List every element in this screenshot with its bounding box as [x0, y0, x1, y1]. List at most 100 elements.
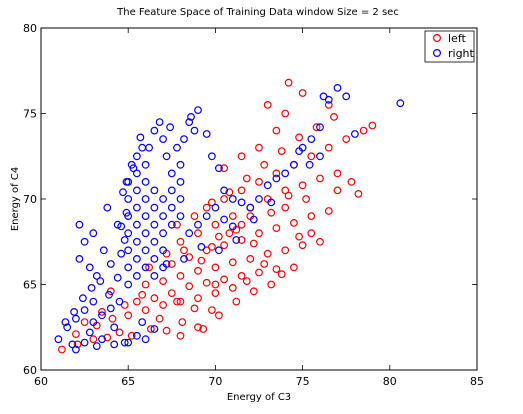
- point-right: [70, 308, 78, 316]
- point-left: [255, 229, 263, 238]
- point-left: [103, 333, 112, 342]
- point-left: [199, 325, 208, 333]
- point-right: [316, 152, 324, 161]
- point-right: [281, 169, 290, 178]
- point-left: [159, 301, 168, 309]
- point-left: [307, 212, 316, 221]
- point-right: [132, 331, 141, 340]
- point-left: [173, 297, 181, 306]
- point-left: [214, 311, 223, 320]
- point-left: [211, 220, 220, 229]
- point-right: [71, 345, 80, 354]
- point-left: [307, 152, 316, 161]
- point-right: [214, 164, 223, 173]
- point-left: [298, 241, 307, 250]
- point-right: [150, 203, 159, 212]
- x-tick-label: 65: [121, 375, 135, 388]
- point-right: [113, 273, 122, 282]
- point-left: [302, 195, 311, 203]
- chart-title: The Feature Space of Training Data windo…: [116, 7, 399, 18]
- point-right: [119, 188, 127, 197]
- point-right: [89, 297, 98, 306]
- point-left: [284, 191, 293, 200]
- point-left: [237, 236, 246, 244]
- point-left: [150, 294, 159, 303]
- point-left: [260, 160, 269, 169]
- point-left: [211, 280, 220, 289]
- point-right: [75, 254, 84, 263]
- point-right: [124, 229, 133, 238]
- point-right: [110, 323, 119, 332]
- point-right: [117, 222, 126, 231]
- y-tick-label: 60: [23, 364, 37, 377]
- point-left: [324, 143, 333, 152]
- point-right: [105, 290, 113, 299]
- legend-marker-left: [433, 33, 442, 42]
- point-left: [207, 242, 216, 251]
- point-right: [220, 215, 229, 224]
- point-left: [73, 340, 82, 349]
- point-left: [255, 143, 263, 152]
- point-left: [190, 212, 199, 221]
- legend-label-right: right: [448, 47, 475, 60]
- point-right: [305, 160, 314, 169]
- point-left: [220, 195, 229, 203]
- point-left: [207, 198, 216, 207]
- point-left: [298, 181, 307, 190]
- point-left: [284, 78, 293, 87]
- point-right: [54, 335, 63, 344]
- point-right: [80, 306, 89, 315]
- point-left: [263, 100, 272, 109]
- point-right: [145, 143, 154, 152]
- point-right: [124, 195, 133, 203]
- legend-label-left: left: [448, 32, 467, 45]
- point-right: [110, 340, 119, 349]
- point-left: [232, 297, 241, 306]
- point-right: [103, 203, 112, 212]
- point-left: [124, 311, 133, 320]
- point-right: [228, 222, 237, 231]
- point-right: [295, 147, 304, 156]
- point-right: [228, 195, 237, 203]
- point-right: [176, 160, 185, 169]
- point-right: [267, 198, 276, 207]
- point-right: [124, 338, 133, 347]
- point-left: [176, 331, 185, 340]
- point-left: [159, 277, 168, 286]
- point-left: [71, 330, 80, 339]
- point-left: [277, 147, 286, 156]
- point-right: [290, 160, 298, 169]
- point-left: [249, 287, 258, 296]
- point-left: [138, 290, 147, 299]
- point-left: [272, 224, 281, 233]
- point-left: [194, 266, 202, 275]
- point-right: [124, 246, 133, 255]
- point-right: [68, 340, 77, 349]
- point-left: [167, 260, 176, 268]
- point-right: [185, 229, 194, 238]
- point-right: [220, 186, 229, 195]
- point-right: [342, 92, 351, 101]
- point-left: [249, 239, 258, 248]
- point-left: [176, 272, 185, 280]
- point-right: [115, 297, 124, 306]
- point-right: [167, 220, 176, 229]
- series-right-points: [54, 83, 405, 354]
- point-right: [214, 246, 223, 255]
- point-right: [237, 198, 246, 207]
- point-left: [80, 318, 89, 327]
- point-right: [155, 118, 164, 126]
- point-left: [141, 280, 150, 289]
- point-right: [150, 325, 159, 333]
- point-left: [207, 306, 216, 315]
- point-right: [85, 328, 94, 337]
- point-left: [260, 260, 269, 268]
- point-left: [272, 265, 281, 274]
- point-left: [225, 188, 234, 197]
- point-left: [307, 229, 316, 238]
- point-left: [197, 256, 206, 265]
- point-left: [368, 121, 377, 130]
- x-tick-label: 75: [296, 375, 310, 388]
- point-left: [225, 229, 234, 238]
- point-left: [228, 212, 237, 221]
